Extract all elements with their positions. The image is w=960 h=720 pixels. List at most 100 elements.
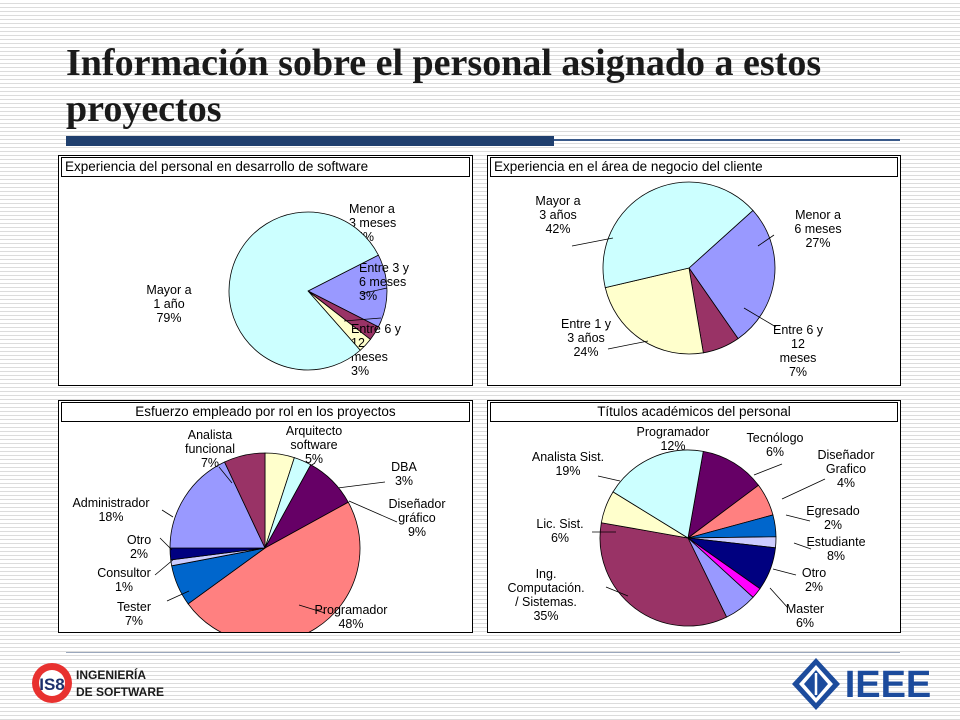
leader-line (743, 307, 777, 328)
slice-label-line: 79% (156, 311, 181, 325)
slice-label-line: meses (351, 350, 388, 364)
slice-label-line: 18% (98, 510, 123, 524)
slice-label-line: Menor a (349, 202, 395, 216)
slice-label-line: Menor a (795, 208, 841, 222)
chart-academic-titles: Títulos académicos del personal Programa… (487, 400, 901, 633)
slice-label-line: Mayor a (146, 283, 191, 297)
pie-slice (688, 209, 776, 340)
pie-slice (604, 267, 704, 355)
slice-label-line: Computación. (507, 581, 584, 595)
slice-label: Otro 2% (127, 533, 151, 561)
slice-label-line: Tecnólogo (747, 431, 804, 445)
slice-label-line: Entre 3 y (359, 261, 410, 275)
slice-label: Otro 2% (802, 566, 826, 594)
leader-line (607, 340, 649, 350)
slice-label: Analista Sist. 19% (532, 450, 604, 478)
slice-label-line: Diseñador (818, 448, 875, 462)
slice-label-line: 3% (359, 289, 377, 303)
leader-line (757, 234, 775, 247)
slice-label-line: software (290, 438, 337, 452)
pie-slice (307, 254, 388, 328)
pie-slice (228, 211, 379, 371)
logo-badge-text: IS8 (39, 675, 65, 694)
slice-label-line: Programador (315, 603, 388, 617)
slice-label-line: 3 años (539, 208, 577, 222)
leader-line (785, 514, 811, 522)
slice-label-line: 6 meses (794, 222, 841, 236)
leader-line (359, 287, 388, 295)
slice-label-line: 1 año (153, 297, 184, 311)
pie-chart-svg: Menor a3 meses15%Entre 3 y6 meses3%Entre… (146, 202, 410, 378)
slice-label-line: 6% (551, 531, 569, 545)
footer-divider (66, 652, 900, 653)
slice-label-line: meses (780, 351, 817, 365)
leader-line (769, 587, 789, 609)
leader-line (605, 586, 629, 597)
slice-label-line: 2% (805, 580, 823, 594)
leader-line (298, 604, 326, 614)
slice-label: DBA 3% (391, 460, 417, 488)
leader-line (571, 237, 614, 247)
slice-label-line: Diseñador (389, 497, 446, 511)
slice-label-line: 6% (796, 616, 814, 630)
slice-label: Diseñador Grafico 4% (818, 448, 875, 490)
slice-label-line: 9% (408, 525, 426, 539)
slice-label-line: 6% (766, 445, 784, 459)
chart-title: Esfuerzo empleado por rol en los proyect… (61, 402, 470, 422)
slice-label-line: 3 meses (349, 216, 396, 230)
leader-line (597, 475, 621, 482)
title-underline-line (554, 139, 900, 141)
slice-label-line: 27% (805, 236, 830, 250)
slice-label-line: Otro (127, 533, 151, 547)
chart-experience-business: Experiencia en el área de negocio del cl… (487, 155, 901, 386)
logo-badge-inner (39, 670, 65, 696)
slice-label-line: DBA (391, 460, 417, 474)
slice-label-line: Grafico (826, 462, 866, 476)
slice-label-line: Mayor a (535, 194, 580, 208)
slice-label-line: funcional (185, 442, 235, 456)
pie-slice (187, 501, 361, 632)
slice-label: Diseñador gráfico 9% (389, 497, 446, 539)
slice-label: Ing. Computación. / Sistemas. 35% (507, 567, 584, 623)
chart-effort-by-role: Esfuerzo empleado por rol en los proyect… (58, 400, 473, 633)
pie-slice (602, 181, 754, 289)
slice-label-line: Master (786, 602, 824, 616)
slice-label-line: 6 meses (359, 275, 406, 289)
slice-label: Entre 6 y 12 meses 3% (351, 322, 402, 378)
ingenieria-de-software-logo: IS8 INGENIERÍA DE SOFTWARE (32, 663, 164, 703)
slice-label-line: 2% (824, 518, 842, 532)
slice-label-line: Consultor (97, 566, 151, 580)
slice-label-line: 8% (827, 549, 845, 563)
slice-label-line: 7% (201, 456, 219, 470)
logo-line-1: INGENIERÍA (76, 667, 146, 682)
logo-line-2: DE SOFTWARE (76, 685, 164, 699)
ieee-text: IEEE (845, 664, 932, 706)
slice-label-line: 12% (660, 439, 685, 453)
leader-line (343, 317, 382, 322)
slice-label-line: Estudiante (806, 535, 865, 549)
title-underline-bar (66, 136, 554, 146)
slice-label-line: 12 (791, 337, 805, 351)
slice-label-line: Entre 1 y (561, 317, 612, 331)
slice-label: Estudiante 8% (806, 535, 865, 563)
slice-label-line: gráfico (398, 511, 436, 525)
slice-label-line: 7% (125, 614, 143, 628)
pie-chart-svg: Arquitecto software 5% DBA 3% Diseñador gráfic… (72, 424, 446, 632)
slice-label: Programador 48% (315, 603, 388, 631)
slice-label: Lic. Sist. 6% (536, 517, 583, 545)
slice-label-line: Administrador (72, 496, 149, 510)
slice-label: Egresado 2% (806, 504, 860, 532)
slice-label: Administrador 18% (72, 496, 149, 524)
pie-slice (169, 461, 266, 549)
slice-label: Tecnólogo 6% (747, 431, 804, 459)
leader-line (753, 463, 783, 476)
slice-label: Analista funcional 7% (185, 428, 235, 470)
slice-label-line: 42% (545, 222, 570, 236)
slice-label-line: 19% (555, 464, 580, 478)
pie-slice (224, 452, 266, 549)
slice-label-line: 24% (573, 345, 598, 359)
